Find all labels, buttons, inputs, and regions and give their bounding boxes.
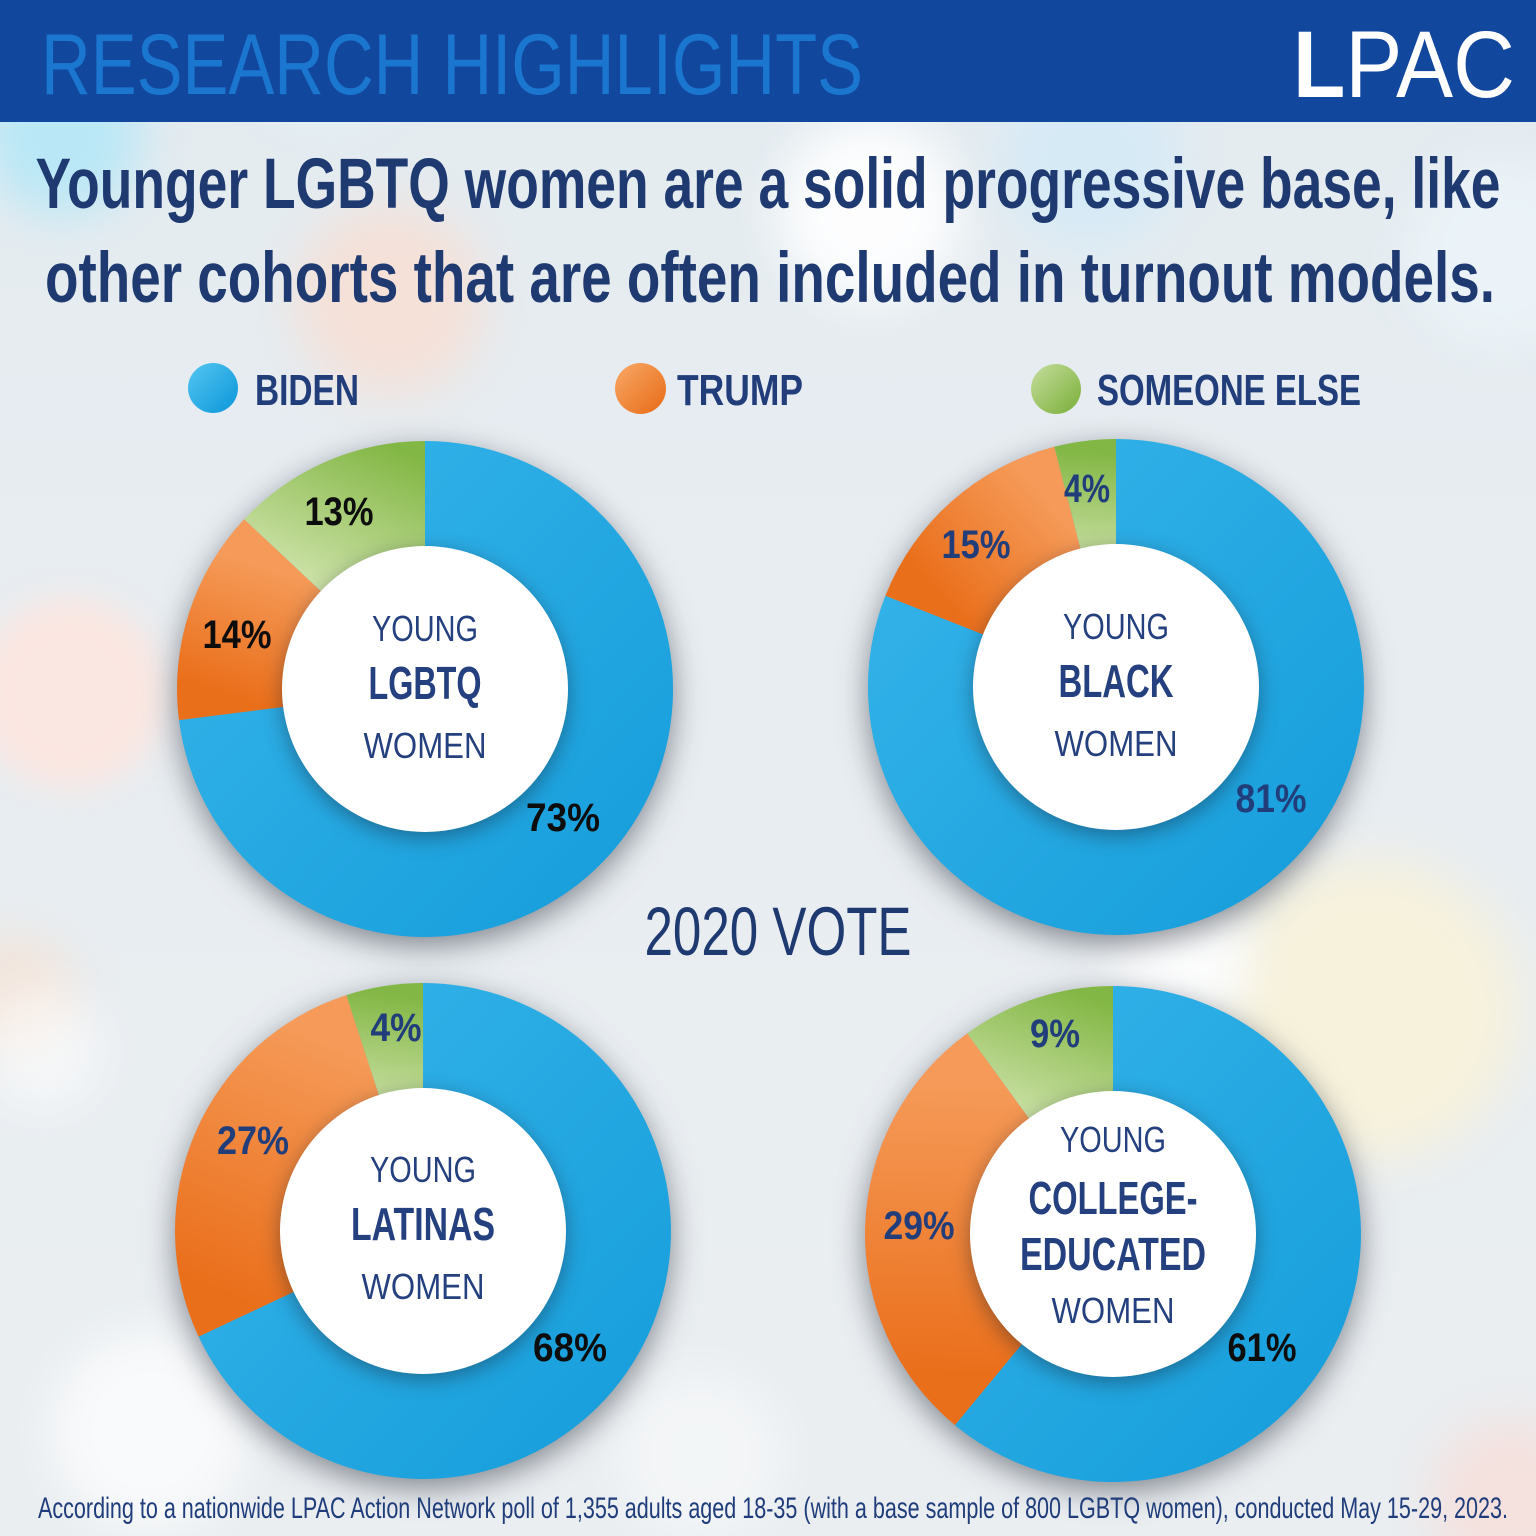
svg-text:COLLEGE-: COLLEGE- xyxy=(1029,1172,1198,1224)
svg-text:WOMEN: WOMEN xyxy=(364,725,487,766)
svg-text:SOMEONE ELSE: SOMEONE ELSE xyxy=(1097,366,1361,415)
svg-text:LGBTQ: LGBTQ xyxy=(369,657,482,709)
svg-text:LPAC: LPAC xyxy=(1293,12,1515,118)
svg-text:YOUNG: YOUNG xyxy=(1060,1119,1166,1160)
svg-text:WOMEN: WOMEN xyxy=(362,1266,485,1307)
svg-text:73%: 73% xyxy=(526,796,600,840)
svg-text:WOMEN: WOMEN xyxy=(1052,1290,1175,1331)
svg-text:68%: 68% xyxy=(533,1326,607,1370)
svg-text:YOUNG: YOUNG xyxy=(1063,606,1169,647)
svg-text:14%: 14% xyxy=(203,613,272,657)
svg-text:29%: 29% xyxy=(884,1204,955,1248)
svg-text:81%: 81% xyxy=(1236,777,1307,821)
svg-text:other cohorts that are often i: other cohorts that are often included in… xyxy=(45,239,1495,318)
svg-text:4%: 4% xyxy=(1064,467,1110,511)
svg-text:WOMEN: WOMEN xyxy=(1055,723,1178,764)
svg-text:YOUNG: YOUNG xyxy=(370,1149,476,1190)
svg-text:BLACK: BLACK xyxy=(1059,655,1174,707)
svg-text:27%: 27% xyxy=(217,1119,289,1163)
svg-text:EDUCATED: EDUCATED xyxy=(1020,1228,1206,1280)
svg-text:According to a nationwide LPAC: According to a nationwide LPAC Action Ne… xyxy=(38,1492,1508,1525)
svg-text:61%: 61% xyxy=(1228,1326,1297,1370)
svg-text:15%: 15% xyxy=(942,523,1011,567)
svg-text:4%: 4% xyxy=(371,1006,422,1050)
svg-text:RESEARCH HIGHLIGHTS: RESEARCH HIGHLIGHTS xyxy=(41,17,863,113)
svg-text:BIDEN: BIDEN xyxy=(255,366,359,415)
svg-text:2020 VOTE: 2020 VOTE xyxy=(645,893,912,970)
svg-text:9%: 9% xyxy=(1030,1012,1080,1056)
svg-text:TRUMP: TRUMP xyxy=(677,366,803,415)
svg-text:YOUNG: YOUNG xyxy=(372,608,478,649)
svg-text:Younger LGBTQ women are a soli: Younger LGBTQ women are a solid progress… xyxy=(36,145,1501,224)
svg-text:LATINAS: LATINAS xyxy=(351,1198,495,1250)
svg-text:13%: 13% xyxy=(305,490,374,534)
